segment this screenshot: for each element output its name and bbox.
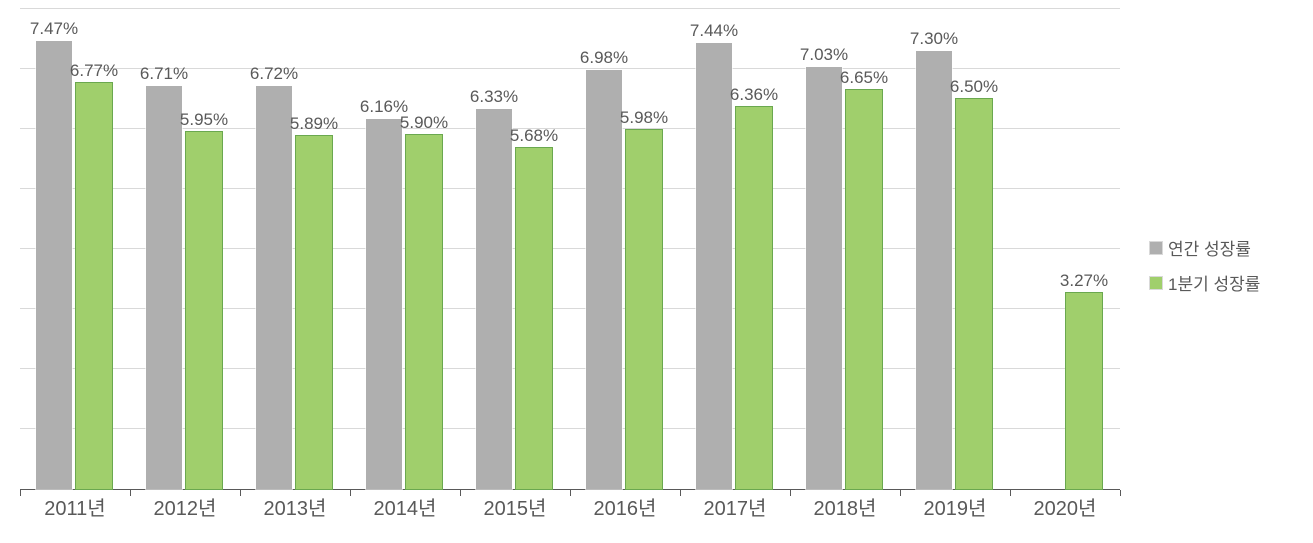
- x-axis-tick: [900, 490, 901, 496]
- bar: [586, 70, 622, 489]
- growth-rate-bar-chart: 7.47% 6.77%6.71% 5.95% 6.72% 5.89%6.16%5.90%…: [0, 0, 1313, 543]
- bar-group: 6.98% 5.98%: [570, 10, 680, 489]
- bar: [806, 67, 842, 489]
- data-label: 5.90%: [389, 113, 459, 133]
- data-label: 6.65%: [829, 68, 899, 88]
- x-axis-tick: [1010, 490, 1011, 496]
- x-axis-label: 2020년: [1010, 492, 1120, 521]
- x-axis-tick: [460, 490, 461, 496]
- bar: [916, 51, 952, 489]
- bar: [146, 86, 182, 489]
- bar: [476, 109, 512, 489]
- x-axis-tick: [130, 490, 131, 496]
- bar: [696, 43, 732, 489]
- x-axis-tick: [680, 490, 681, 496]
- bar: [516, 148, 552, 489]
- data-label: 5.68%: [499, 126, 569, 146]
- bar: [846, 90, 882, 489]
- bar: [36, 41, 72, 489]
- bar: [626, 130, 662, 489]
- x-axis-tick: [240, 490, 241, 496]
- data-label: 3.27%: [1049, 271, 1119, 291]
- data-label: 6.71%: [129, 64, 199, 84]
- x-axis-label: 2015년: [460, 492, 570, 521]
- bar: [736, 107, 772, 489]
- x-axis-label: 2019년: [900, 492, 1010, 521]
- data-label: 5.89%: [279, 114, 349, 134]
- data-label: 6.72%: [239, 64, 309, 84]
- gridline: [20, 8, 1120, 9]
- x-axis-label: 2013년: [240, 492, 350, 521]
- legend-label-q1: 1분기 성장률: [1168, 270, 1260, 295]
- bar: [296, 136, 332, 489]
- bar-group: 7.03% 6.65%: [790, 10, 900, 489]
- x-axis-tick: [790, 490, 791, 496]
- x-axis-tick: [350, 490, 351, 496]
- data-label: 7.03%: [789, 45, 859, 65]
- legend-swatch-q1: [1150, 277, 1162, 289]
- x-axis-label: 2011년: [20, 492, 130, 521]
- data-label: 7.30%: [899, 29, 969, 49]
- bar: [186, 132, 222, 489]
- x-axis-tick: [570, 490, 571, 496]
- bar: [406, 135, 442, 489]
- x-axis-tick: [20, 490, 21, 496]
- x-axis-label: 2014년: [350, 492, 460, 521]
- legend: 연간 성장률 1분기 성장률: [1150, 235, 1260, 305]
- x-axis-label: 2018년: [790, 492, 900, 521]
- bar: [956, 99, 992, 489]
- data-label: 6.77%: [59, 61, 129, 81]
- data-label: 5.98%: [609, 108, 679, 128]
- legend-item-q1: 1분기 성장률: [1150, 270, 1260, 295]
- bar: [366, 119, 402, 489]
- bar: [256, 86, 292, 489]
- data-label: 7.44%: [679, 21, 749, 41]
- data-label: 6.33%: [459, 87, 529, 107]
- legend-item-annual: 연간 성장률: [1150, 235, 1260, 260]
- x-axis-labels: 2011년2012년2013년2014년2015년2016년2017년2018년…: [20, 492, 1120, 532]
- bar-group: 7.47% 6.77%: [20, 10, 130, 489]
- bar-group: 6.71% 5.95%: [130, 10, 240, 489]
- bar-group: 6.33% 5.68%: [460, 10, 570, 489]
- x-axis-label: 2017년: [680, 492, 790, 521]
- data-label: 7.47%: [19, 19, 89, 39]
- x-axis-tick: [1120, 490, 1121, 496]
- bar-group: 3.27%: [1010, 10, 1120, 489]
- bar-group: 7.44% 6.36%: [680, 10, 790, 489]
- data-label: 6.98%: [569, 48, 639, 68]
- x-axis-label: 2016년: [570, 492, 680, 521]
- x-axis-label: 2012년: [130, 492, 240, 521]
- bar-group: 6.72% 5.89%: [240, 10, 350, 489]
- legend-swatch-annual: [1150, 242, 1162, 254]
- legend-label-annual: 연간 성장률: [1168, 235, 1251, 260]
- bar: [76, 83, 112, 489]
- plot-area: 7.47% 6.77%6.71% 5.95% 6.72% 5.89%6.16%5.90%…: [20, 10, 1120, 490]
- data-label: 6.36%: [719, 85, 789, 105]
- bar: [1066, 293, 1102, 489]
- data-label: 5.95%: [169, 110, 239, 130]
- bar-group: 6.16%5.90%: [350, 10, 460, 489]
- data-label: 6.50%: [939, 77, 1009, 97]
- bar-group: 7.30% 6.50%: [900, 10, 1010, 489]
